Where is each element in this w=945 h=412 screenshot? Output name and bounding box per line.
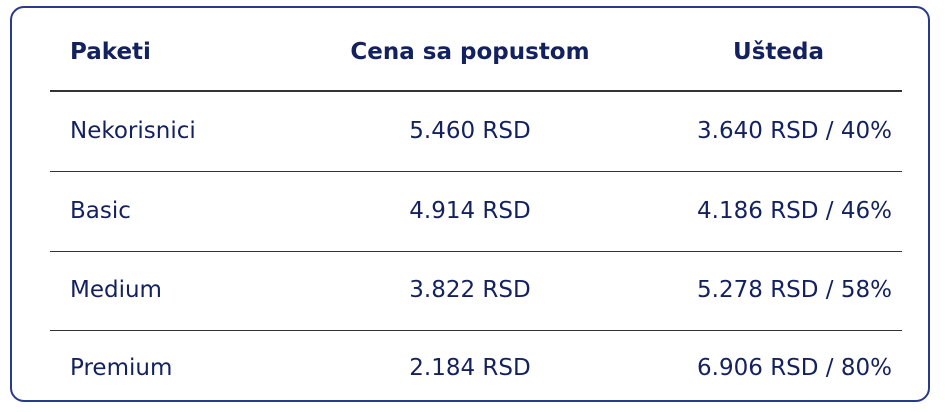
- table-cell: 6.906 RSD / 80%: [697, 355, 892, 381]
- table-cell: Premium: [70, 355, 173, 381]
- table-cell: 4.914 RSD: [409, 198, 531, 224]
- header-cell: Ušteda: [733, 39, 824, 65]
- table-row: Premium 2.184 RSD 6.906 RSD / 80%: [50, 348, 902, 388]
- pricing-table: Paketi Cena sa popustom Ušteda Nekorisnici 5…: [10, 6, 930, 402]
- table-cell: 5.460 RSD: [409, 118, 531, 144]
- header-cell: Cena sa popustom: [350, 39, 590, 65]
- table-row: Basic 4.914 RSD 4.186 RSD / 46%: [50, 191, 902, 231]
- header-divider: [50, 90, 902, 92]
- table-cell: Medium: [70, 277, 162, 303]
- table-cell: 2.184 RSD: [409, 355, 531, 381]
- header-row: Paketi Cena sa popustom Ušteda: [50, 26, 902, 78]
- table-cell: Nekorisnici: [70, 118, 196, 144]
- table-cell: 5.278 RSD / 58%: [697, 277, 892, 303]
- table-cell: 3.822 RSD: [409, 277, 531, 303]
- row-divider: [50, 171, 902, 172]
- table-cell: 4.186 RSD / 46%: [697, 198, 892, 224]
- row-divider: [50, 330, 902, 331]
- header-cell: Paketi: [70, 39, 151, 65]
- table-cell: 3.640 RSD / 40%: [697, 118, 892, 144]
- table-row: Nekorisnici 5.460 RSD 3.640 RSD / 40%: [50, 111, 902, 151]
- table-cell: Basic: [70, 198, 131, 224]
- table-row: Medium 3.822 RSD 5.278 RSD / 58%: [50, 270, 902, 310]
- row-divider: [50, 250, 902, 252]
